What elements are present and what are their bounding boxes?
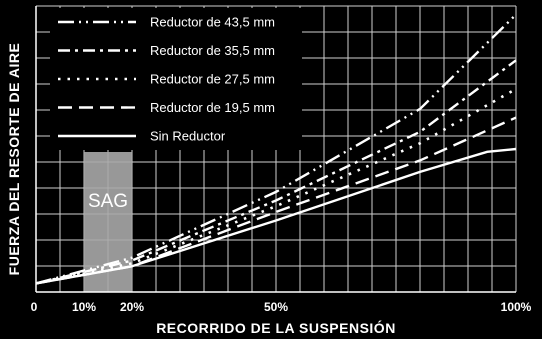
legend-label-0: Reductor de 43,5 mm (150, 15, 275, 30)
x-axis-title: RECORRIDO DE LA SUSPENSIÓN (156, 319, 396, 336)
series-line-0 (35, 13, 517, 285)
series-line-2 (35, 87, 517, 285)
x-tick-label-3: 50% (264, 300, 288, 314)
legend-label-3: Reductor de 19,5 mm (150, 100, 275, 115)
axes (35, 6, 516, 293)
x-tick-label-0: 0 (31, 300, 38, 314)
legend-label-2: Reductor de 27,5 mm (150, 72, 275, 87)
series-line-4 (35, 147, 517, 285)
x-tick-label-1: 10% (72, 300, 96, 314)
y-axis-title: FUERZA DEL RESORTE DE AIRE (6, 43, 22, 276)
x-tick-labels: 0 10% 20% 50% 100% (31, 300, 532, 314)
x-tick-label-4: 100% (501, 300, 532, 314)
series-lines (35, 13, 517, 285)
legend-label-4: Sin Reductor (150, 129, 226, 144)
legend: Reductor de 43,5 mm Reductor de 35,5 mm Re… (50, 8, 302, 150)
legend-label-1: Reductor de 35,5 mm (150, 43, 275, 58)
series-line-1 (35, 59, 517, 285)
sag-label: SAG (88, 191, 128, 212)
x-tick-label-2: 20% (120, 300, 144, 314)
legend-background (50, 8, 302, 150)
